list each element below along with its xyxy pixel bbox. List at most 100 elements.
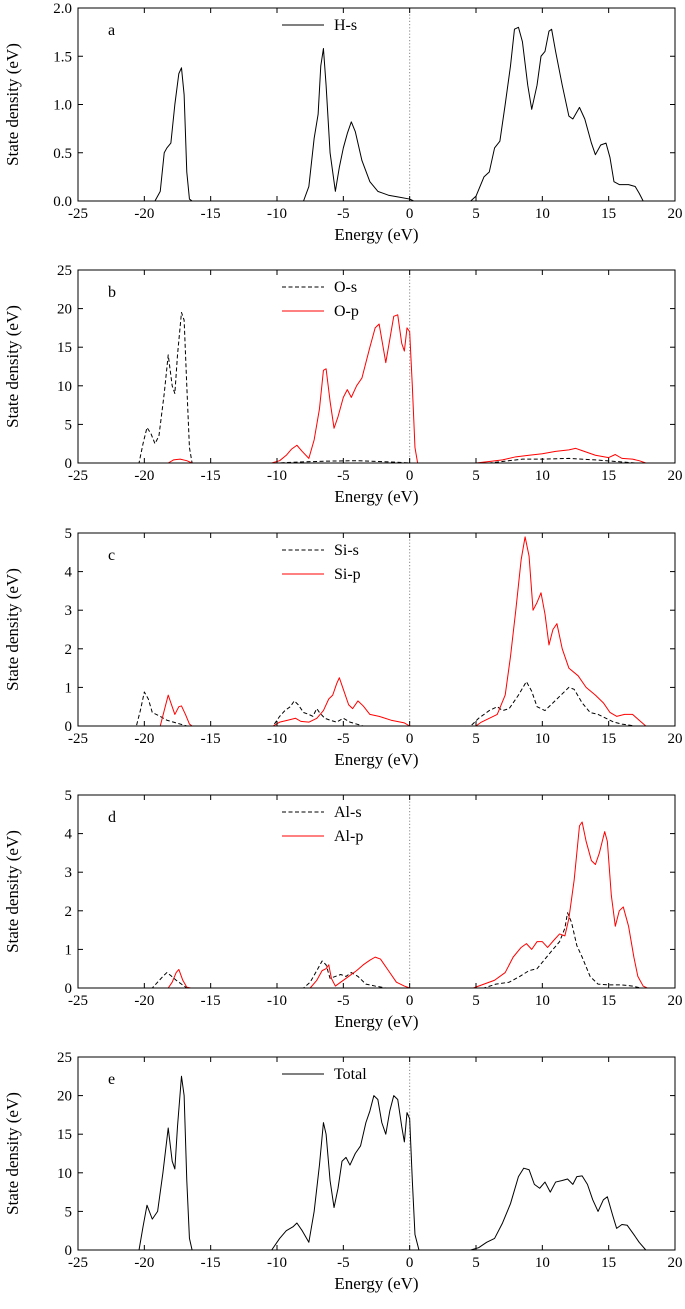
panel-a: -25 -20 -15 -10 -5 0 5 10 15 20 0.0 0.5 1.0 1.5 2.0 Ene… bbox=[3, 1, 683, 244]
y-tick-label: 2 bbox=[65, 642, 73, 658]
legend-label: Si-p bbox=[334, 566, 361, 583]
x-tick-label: -5 bbox=[337, 1255, 350, 1271]
y-tick-label: 5 bbox=[65, 526, 73, 542]
x-tick-label: -10 bbox=[267, 993, 287, 1009]
y-tick-label: 15 bbox=[57, 1127, 72, 1143]
y-axis-label: State density (eV) bbox=[3, 43, 22, 166]
x-tick-label: -15 bbox=[201, 731, 221, 747]
x-tick-label: -15 bbox=[201, 468, 221, 484]
y-axis-label: State density (eV) bbox=[3, 1092, 22, 1215]
x-tick-label: -5 bbox=[337, 731, 350, 747]
panel-letter: c bbox=[108, 547, 115, 564]
y-tick-label: 0 bbox=[65, 981, 73, 997]
plot-frame bbox=[77, 794, 676, 989]
panel-letter: d bbox=[108, 809, 116, 826]
y-tick-label: 2.0 bbox=[53, 1, 72, 17]
x-tick-label: -10 bbox=[267, 731, 287, 747]
x-tick-label: 0 bbox=[406, 468, 414, 484]
y-tick-label: 1.0 bbox=[53, 98, 72, 114]
x-tick-label: -10 bbox=[267, 1255, 287, 1271]
y-tick-label: 10 bbox=[57, 379, 72, 395]
x-tick-label: 5 bbox=[472, 993, 480, 1009]
y-tick-label: 1.5 bbox=[53, 49, 72, 65]
x-tick-label: 10 bbox=[535, 206, 550, 222]
x-tick-label: -25 bbox=[68, 993, 88, 1009]
y-tick-label: 10 bbox=[57, 1166, 72, 1182]
x-tick-label: 5 bbox=[472, 468, 480, 484]
y-tick-label: 25 bbox=[57, 1050, 72, 1066]
x-tick-label: 0 bbox=[406, 1255, 414, 1271]
series-line-o-p bbox=[117, 314, 646, 464]
x-tick-label: 20 bbox=[668, 993, 683, 1009]
y-tick-label: 1 bbox=[65, 680, 73, 696]
legend-label: Al-p bbox=[334, 828, 363, 845]
y-tick-label: 4 bbox=[65, 827, 73, 843]
x-tick-label: -15 bbox=[201, 1255, 221, 1271]
y-tick-label: 0 bbox=[65, 1243, 73, 1259]
y-tick-label: 1 bbox=[65, 942, 73, 958]
series-line-al-s bbox=[117, 912, 641, 989]
y-axis-label: State density (eV) bbox=[3, 568, 22, 691]
panel-c: -25 -20 -15 -10 -5 0 5 10 15 20 0 1 2 3 4 5 Energy (eV) S… bbox=[3, 526, 683, 769]
panel-b: -25 -20 -15 -10 -5 0 5 10 15 20 0 5 10 15 20 25 Energy (… bbox=[3, 263, 683, 506]
x-tick-label: 5 bbox=[472, 1255, 480, 1271]
x-tick-label: 20 bbox=[668, 1255, 683, 1271]
x-tick-label: -25 bbox=[68, 206, 88, 222]
panel-e: -25 -20 -15 -10 -5 0 5 10 15 20 0 5 10 15 20 25 Energy (… bbox=[3, 1050, 683, 1293]
x-tick-label: 0 bbox=[406, 206, 414, 222]
x-tick-label: 15 bbox=[601, 1255, 616, 1271]
y-tick-label: 2 bbox=[65, 904, 73, 920]
panel-letter: a bbox=[108, 22, 115, 39]
panel-letter: e bbox=[108, 1071, 115, 1088]
x-tick-label: 15 bbox=[601, 206, 616, 222]
x-tick-label: 15 bbox=[601, 468, 616, 484]
y-tick-label: 5 bbox=[65, 417, 73, 433]
series-line-h-s bbox=[117, 26, 644, 202]
x-tick-label: -25 bbox=[68, 1255, 88, 1271]
x-tick-label: 5 bbox=[472, 731, 480, 747]
y-axis-label: State density (eV) bbox=[3, 830, 22, 953]
y-tick-label: 0.0 bbox=[53, 194, 72, 210]
y-axis-label: State density (eV) bbox=[3, 305, 22, 428]
x-tick-label: -25 bbox=[68, 468, 88, 484]
x-tick-label: -20 bbox=[134, 993, 154, 1009]
series-line-total bbox=[117, 1075, 647, 1251]
x-tick-label: -20 bbox=[134, 206, 154, 222]
x-axis-label: Energy (eV) bbox=[334, 487, 418, 506]
x-tick-label: 5 bbox=[472, 206, 480, 222]
y-tick-label: 0 bbox=[65, 719, 73, 735]
x-tick-label: -5 bbox=[337, 468, 350, 484]
panel-d: -25 -20 -15 -10 -5 0 5 10 15 20 0 1 2 3 4 5 Energy (eV) S… bbox=[3, 788, 683, 1031]
x-tick-label: -5 bbox=[337, 993, 350, 1009]
plot-frame bbox=[77, 7, 676, 202]
x-tick-label: 0 bbox=[406, 993, 414, 1009]
x-tick-label: -20 bbox=[134, 468, 154, 484]
legend-label: O-p bbox=[334, 303, 359, 320]
y-tick-label: 4 bbox=[65, 565, 73, 581]
x-axis-label: Energy (eV) bbox=[334, 750, 418, 769]
plot-frame bbox=[77, 1056, 676, 1251]
x-tick-label: 20 bbox=[668, 206, 683, 222]
panel-letter: b bbox=[108, 284, 116, 301]
y-tick-label: 5 bbox=[65, 788, 73, 804]
y-tick-label: 20 bbox=[57, 1089, 72, 1105]
legend-label: Al-s bbox=[334, 804, 362, 821]
y-tick-label: 20 bbox=[57, 302, 72, 318]
legend-label: O-s bbox=[334, 279, 357, 296]
x-tick-label: 10 bbox=[535, 468, 550, 484]
x-tick-label: -20 bbox=[134, 1255, 154, 1271]
x-tick-label: 10 bbox=[535, 993, 550, 1009]
x-tick-label: -10 bbox=[267, 468, 287, 484]
x-tick-label: -10 bbox=[267, 206, 287, 222]
x-axis-label: Energy (eV) bbox=[334, 1274, 418, 1293]
x-tick-label: -15 bbox=[201, 993, 221, 1009]
plot-frame bbox=[77, 269, 676, 464]
series-line-si-p bbox=[117, 536, 647, 727]
y-tick-label: 3 bbox=[65, 603, 73, 619]
y-tick-label: 25 bbox=[57, 263, 72, 279]
legend-label: Si-s bbox=[334, 542, 359, 559]
y-tick-label: 3 bbox=[65, 865, 73, 881]
x-tick-label: 20 bbox=[668, 468, 683, 484]
y-tick-label: 5 bbox=[65, 1204, 73, 1220]
x-tick-label: 0 bbox=[406, 731, 414, 747]
